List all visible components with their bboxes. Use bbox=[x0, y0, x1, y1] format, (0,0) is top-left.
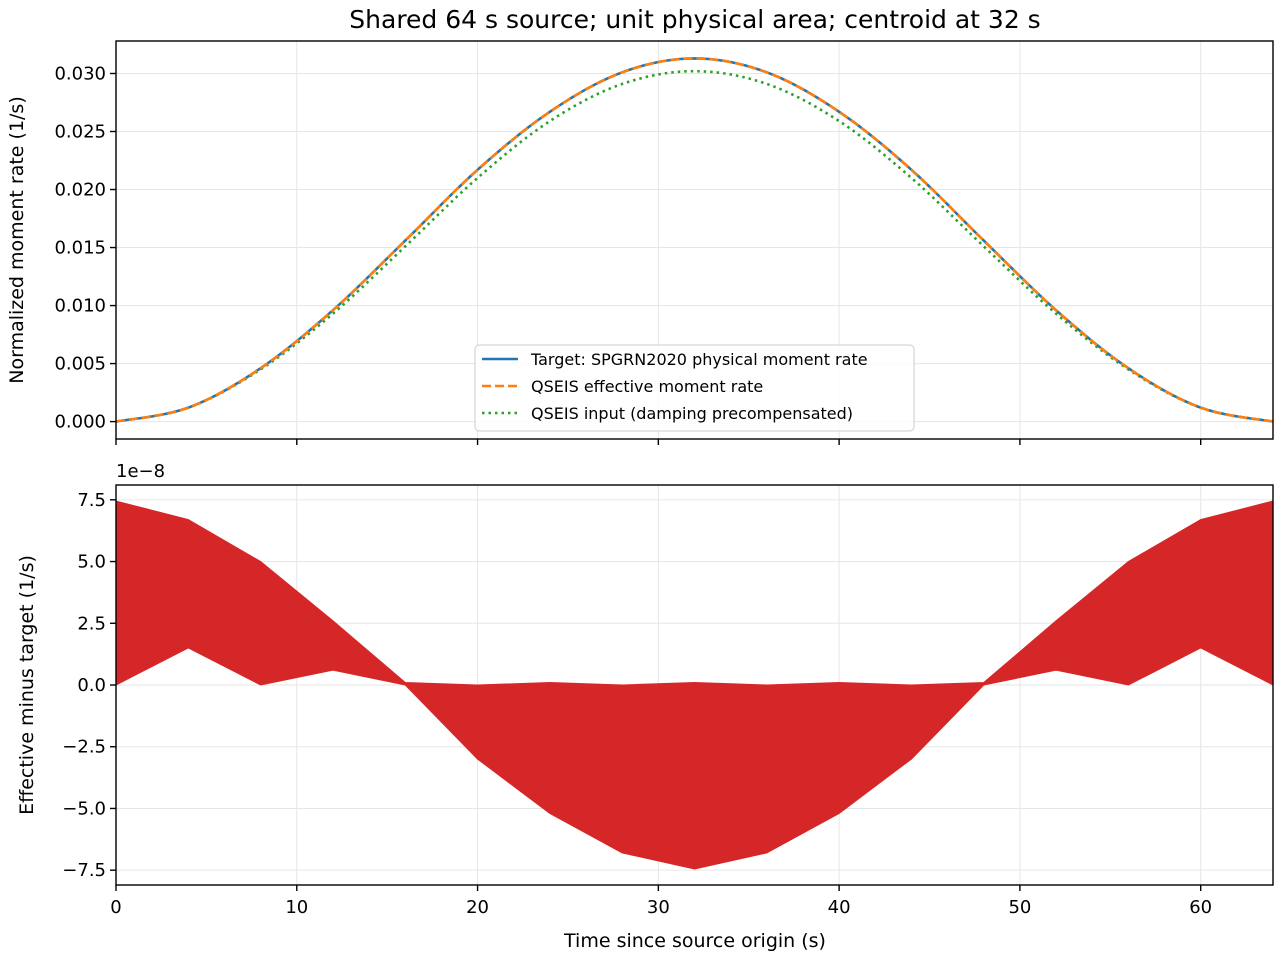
bottom-y-axis-label: Effective minus target (1/s) bbox=[16, 555, 38, 815]
top-panel: 0.000 0.005 0.010 0.015 0.020 0.025 0.030 Norm… bbox=[6, 40, 1274, 445]
legend: Target: SPGRN2020 physical moment rate Q… bbox=[474, 344, 915, 432]
top-y-tick-label: 0.005 bbox=[54, 354, 106, 375]
top-y-tick-label: 0.030 bbox=[54, 63, 106, 84]
legend-label-input: QSEIS input (damping precompensated) bbox=[531, 404, 853, 423]
top-axes-frame bbox=[115, 40, 1274, 440]
top-y-tick-label: 0.010 bbox=[54, 296, 106, 317]
bottom-x-tick-label: 50 bbox=[1008, 897, 1031, 918]
bottom-y-tick-label: −5.0 bbox=[62, 798, 106, 819]
bottom-y-tick-label: 2.5 bbox=[77, 613, 106, 634]
bottom-x-tick-label: 60 bbox=[1189, 897, 1212, 918]
bottom-x-tick-label: 10 bbox=[285, 897, 308, 918]
series-line-target bbox=[115, 57, 1274, 423]
top-y-axis-label: Normalized moment rate (1/s) bbox=[6, 96, 28, 384]
bottom-y-tick-label: 5.0 bbox=[77, 552, 106, 573]
legend-box bbox=[474, 344, 915, 432]
bottom-x-tick-label: 0 bbox=[110, 897, 121, 918]
legend-label-target: Target: SPGRN2020 physical moment rate bbox=[530, 350, 868, 369]
top-y-tick-label: 0.015 bbox=[54, 238, 106, 259]
top-y-tick-label: 0.000 bbox=[54, 412, 106, 433]
legend-label-effective: QSEIS effective moment rate bbox=[531, 377, 763, 396]
bottom-x-tick-label: 20 bbox=[466, 897, 489, 918]
bottom-panel: 0 10 20 30 40 50 60 7.5 5.0 2.5 0.0 −2.5 −5.0 −7.5 1e… bbox=[16, 461, 1274, 952]
bottom-x-axis-label: Time since source origin (s) bbox=[563, 930, 826, 952]
bottom-y-tick-label: −2.5 bbox=[62, 737, 106, 758]
top-y-tick-label: 0.025 bbox=[54, 122, 106, 143]
top-y-tick-label: 0.020 bbox=[54, 180, 106, 201]
bottom-y-tick-label: 0.0 bbox=[77, 675, 106, 696]
series-line-input bbox=[115, 69, 1274, 423]
bottom-x-tick-label: 40 bbox=[828, 897, 851, 918]
bottom-x-tick-label: 30 bbox=[647, 897, 670, 918]
bottom-offset-label: 1e−8 bbox=[116, 461, 165, 482]
bottom-y-tick-label: 7.5 bbox=[77, 490, 106, 511]
bottom-y-tick-label: −7.5 bbox=[62, 860, 106, 881]
figure-title: Shared 64 s source; unit physical area; … bbox=[349, 5, 1040, 34]
top-series-group bbox=[115, 57, 1274, 423]
